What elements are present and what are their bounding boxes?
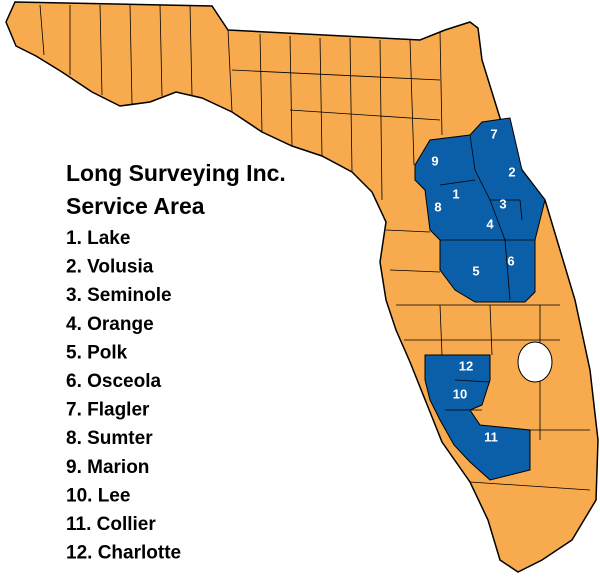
legend-item: 1. Lake (66, 228, 130, 249)
lake-okeechobee (517, 341, 553, 383)
map-label: 5 (472, 263, 479, 278)
map-label: 1 (452, 186, 459, 201)
legend-item: 10. Lee (66, 485, 130, 506)
service-area-southwest (424, 354, 531, 481)
legend-item: 12. Charlotte (66, 543, 181, 564)
legend-item: 4. Orange (66, 314, 154, 335)
map-label: 11 (484, 429, 498, 444)
legend-item: 8. Sumter (66, 428, 153, 449)
map-label: 9 (431, 153, 438, 168)
legend-item: 11. Collier (66, 514, 156, 535)
map-label: 8 (434, 199, 441, 214)
legend-item: 5. Polk (66, 342, 128, 363)
legend-item: 7. Flagler (66, 400, 150, 421)
legend-item: 3. Seminole (66, 285, 172, 306)
title: Long Surveying Inc. (66, 160, 286, 186)
map-label: 6 (507, 253, 514, 268)
title: Service Area (66, 193, 205, 219)
map-label: 12 (459, 358, 473, 373)
legend-item: 9. Marion (66, 457, 149, 478)
service-area-central (414, 117, 546, 303)
map-label: 3 (499, 196, 506, 211)
map-label: 2 (508, 164, 515, 179)
text-layer: Long Surveying Inc. Service Area 1. Lake 2.… (66, 126, 516, 563)
legend-item: 6. Osceola (66, 371, 161, 392)
map-label: 4 (486, 216, 494, 231)
map-label: 10 (453, 386, 467, 401)
map-label: 7 (490, 126, 497, 141)
legend-item: 2. Volusia (66, 257, 154, 278)
service-county-lines (439, 134, 535, 411)
